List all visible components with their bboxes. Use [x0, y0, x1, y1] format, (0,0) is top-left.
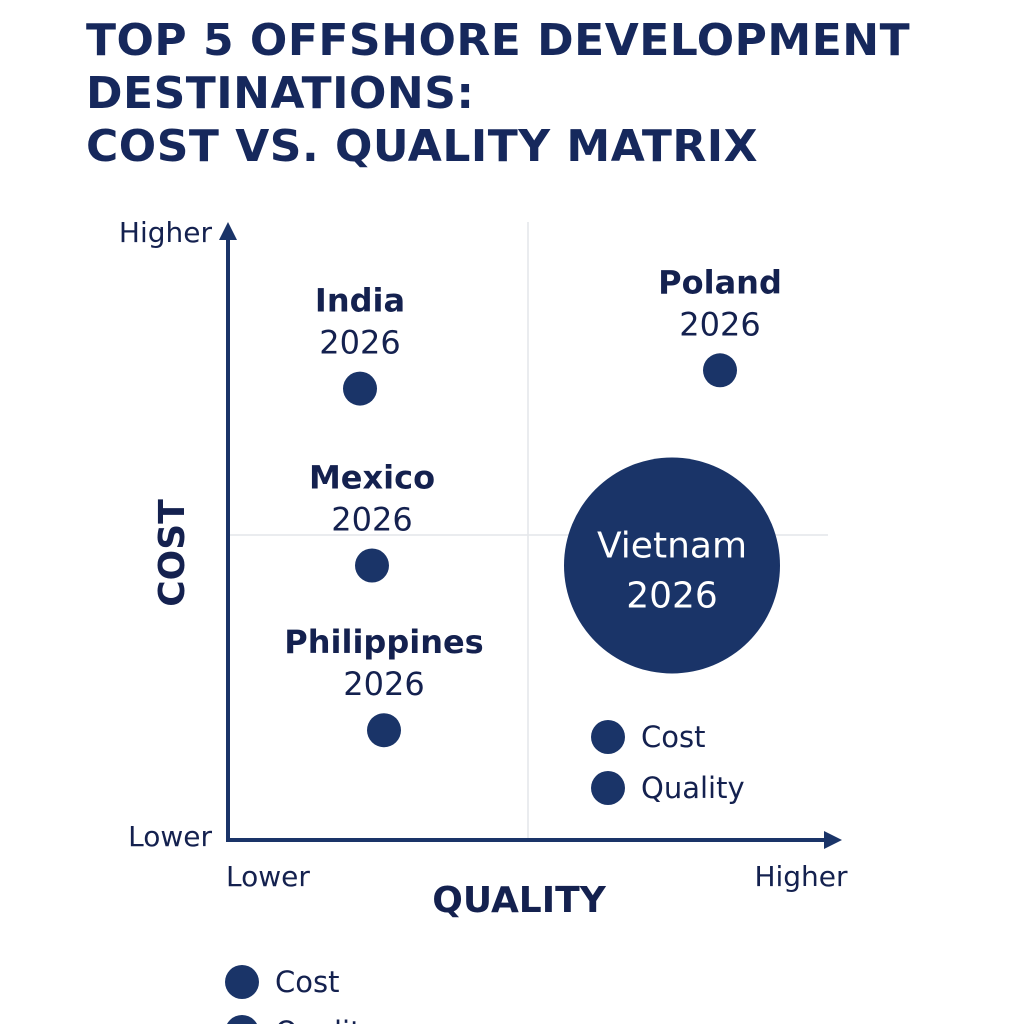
title-line-3: COST VS. QUALITY MATRIX — [86, 121, 759, 172]
point-india: India 2026 — [315, 282, 405, 406]
bubble-vietnam — [564, 457, 780, 674]
point-poland: Poland 2026 — [658, 263, 782, 388]
point-year: 2026 — [331, 501, 412, 539]
point-philippines: Philippines 2026 — [284, 623, 484, 748]
y-tick-lower: Lower — [128, 820, 212, 853]
y-axis-arrow-icon — [219, 222, 237, 240]
x-axis-label: QUALITY — [432, 880, 606, 921]
y-tick-higher: Higher — [119, 216, 213, 249]
point-label: Mexico — [309, 459, 435, 497]
legend-label: Cost — [641, 720, 705, 754]
legend-marker — [227, 1015, 257, 1024]
point-label: Vietnam — [597, 526, 747, 567]
point-year: 2026 — [679, 305, 760, 343]
legend-bottom: Cost Quality — [225, 965, 379, 1024]
legend-item-cost: Cost — [225, 965, 339, 999]
legend-marker — [225, 965, 259, 999]
point-year: 2026 — [343, 665, 424, 703]
point-year: 2026 — [626, 576, 718, 617]
legend-marker — [591, 720, 625, 754]
point-year: 2026 — [319, 324, 400, 362]
legend-label: Quality — [641, 771, 745, 805]
legend-label: Quality — [275, 1015, 379, 1024]
title-line-2: DESTINATIONS: — [86, 68, 475, 119]
point-vietnam: Vietnam 2026 — [564, 457, 780, 674]
x-tick-higher: Higher — [754, 860, 848, 893]
x-axis-arrow-icon — [824, 831, 842, 849]
legend-label: Cost — [275, 965, 339, 999]
legend-marker — [591, 771, 625, 805]
marker-philippines — [367, 713, 401, 748]
y-axis-label: COST — [152, 499, 193, 607]
point-label: Philippines — [284, 623, 483, 661]
legend-inner: Cost Quality — [591, 720, 745, 805]
title-line-1: TOP 5 OFFSHORE DEVELOPMENT — [86, 15, 911, 66]
legend-item-quality: Quality — [591, 771, 745, 805]
marker-india — [343, 371, 377, 406]
point-label: Poland — [658, 263, 782, 301]
point-label: India — [315, 282, 405, 320]
x-tick-lower: Lower — [226, 860, 310, 893]
legend-item-quality: Quality — [227, 1015, 379, 1024]
point-mexico: Mexico 2026 — [309, 459, 435, 583]
marker-mexico — [355, 548, 389, 583]
chart-title: TOP 5 OFFSHORE DEVELOPMENT DESTINATIONS:… — [86, 14, 910, 173]
marker-poland — [703, 353, 737, 388]
legend-item-cost: Cost — [591, 720, 705, 754]
